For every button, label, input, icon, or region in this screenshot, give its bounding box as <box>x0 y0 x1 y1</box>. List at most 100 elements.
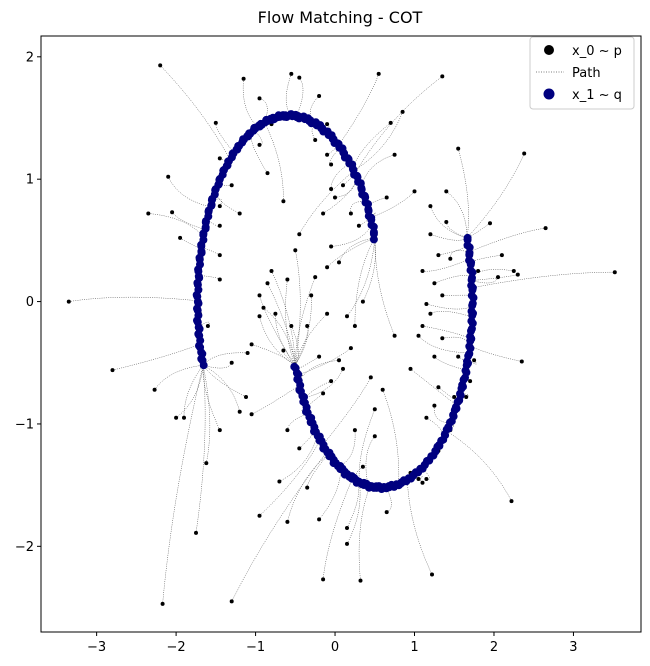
path-line <box>175 365 204 418</box>
x0-point <box>329 244 334 249</box>
path-line <box>322 178 358 214</box>
path-line <box>426 417 444 439</box>
x0-point <box>515 272 520 277</box>
x0-point <box>420 269 425 273</box>
x0-point <box>237 409 242 414</box>
path-line <box>231 451 328 602</box>
x0-point <box>496 275 500 280</box>
x0-point <box>325 265 330 270</box>
path-line <box>354 237 376 327</box>
x0-point <box>329 379 334 384</box>
x0-point <box>257 293 262 298</box>
path-line <box>322 478 353 580</box>
x0-point <box>456 354 461 359</box>
x0-point <box>440 293 445 298</box>
x1-point <box>199 361 208 370</box>
path-line <box>154 364 204 390</box>
x0-point <box>499 253 504 258</box>
x0-point <box>194 530 198 535</box>
x0-point <box>321 577 326 582</box>
x0-point <box>313 138 318 142</box>
x0-point <box>420 324 425 328</box>
path-line <box>251 344 296 366</box>
path-line <box>352 122 391 169</box>
x0-point <box>321 211 326 216</box>
path-line <box>382 389 400 485</box>
x-tick-label: 2 <box>490 640 498 655</box>
x0-point <box>317 517 322 522</box>
x0-point <box>281 199 286 204</box>
x0-point <box>329 187 334 191</box>
path-line <box>471 269 514 278</box>
x0-point <box>241 76 246 81</box>
x0-point <box>432 281 437 286</box>
x0-point <box>436 385 441 390</box>
path-line <box>370 191 415 219</box>
x0-point <box>265 281 270 286</box>
path-line <box>198 321 210 327</box>
path-line <box>430 234 468 241</box>
path-line <box>354 76 443 174</box>
x0-point <box>372 434 377 439</box>
x0-point <box>488 221 492 226</box>
legend-label-x1: x_1 ~ q <box>572 88 622 103</box>
x0-point <box>337 260 341 265</box>
x0-point <box>368 375 373 380</box>
x0-point <box>257 142 262 147</box>
x0-point <box>257 513 262 518</box>
x0-point <box>333 195 337 200</box>
x-tick-label: 1 <box>410 640 418 655</box>
x0-point <box>66 299 71 304</box>
x0-point <box>329 162 334 167</box>
x0-point <box>217 204 222 209</box>
x0-point <box>317 94 322 98</box>
path-line <box>410 368 458 406</box>
path-line <box>202 365 221 431</box>
y-tick-label: −1 <box>15 417 34 432</box>
path-line <box>338 73 379 146</box>
path-line <box>469 227 546 253</box>
x0-point <box>257 314 262 319</box>
path-line <box>322 377 372 445</box>
x0-point <box>420 480 425 485</box>
path-line <box>471 274 518 281</box>
x0-point <box>448 256 453 261</box>
x0-point <box>352 428 357 433</box>
path-line <box>430 311 473 318</box>
path-line <box>346 482 361 545</box>
path-line <box>446 221 468 239</box>
path-line <box>339 430 356 468</box>
path-line <box>346 237 376 317</box>
x0-point <box>612 270 617 275</box>
path-line <box>275 313 296 366</box>
path-line <box>295 313 328 366</box>
x0-point <box>522 151 527 156</box>
path-line <box>422 258 471 272</box>
x0-point <box>217 156 222 161</box>
x0-point <box>213 120 218 125</box>
path-line <box>214 191 240 214</box>
x0-point <box>428 232 433 237</box>
path-line <box>195 365 206 533</box>
x0-point <box>174 415 179 420</box>
x0-point <box>217 428 222 433</box>
x0-point <box>317 354 322 359</box>
x0-point <box>309 293 314 298</box>
y-tick-label: 2 <box>26 50 34 65</box>
x0-point <box>229 599 234 604</box>
x0-point <box>325 122 330 127</box>
x0-point <box>281 348 286 353</box>
x0-point <box>269 269 274 273</box>
legend-label-path: Path <box>572 66 601 81</box>
path-line <box>112 343 201 371</box>
path-line <box>438 244 469 256</box>
path-line <box>426 303 473 310</box>
x0-point <box>440 74 445 79</box>
x0-point <box>217 277 222 282</box>
path-line <box>298 360 340 383</box>
legend: x_0 ~ p Path x_1 ~ q <box>529 36 635 110</box>
path-line <box>326 237 375 268</box>
x0-point <box>348 211 353 216</box>
x0-point <box>372 407 377 412</box>
